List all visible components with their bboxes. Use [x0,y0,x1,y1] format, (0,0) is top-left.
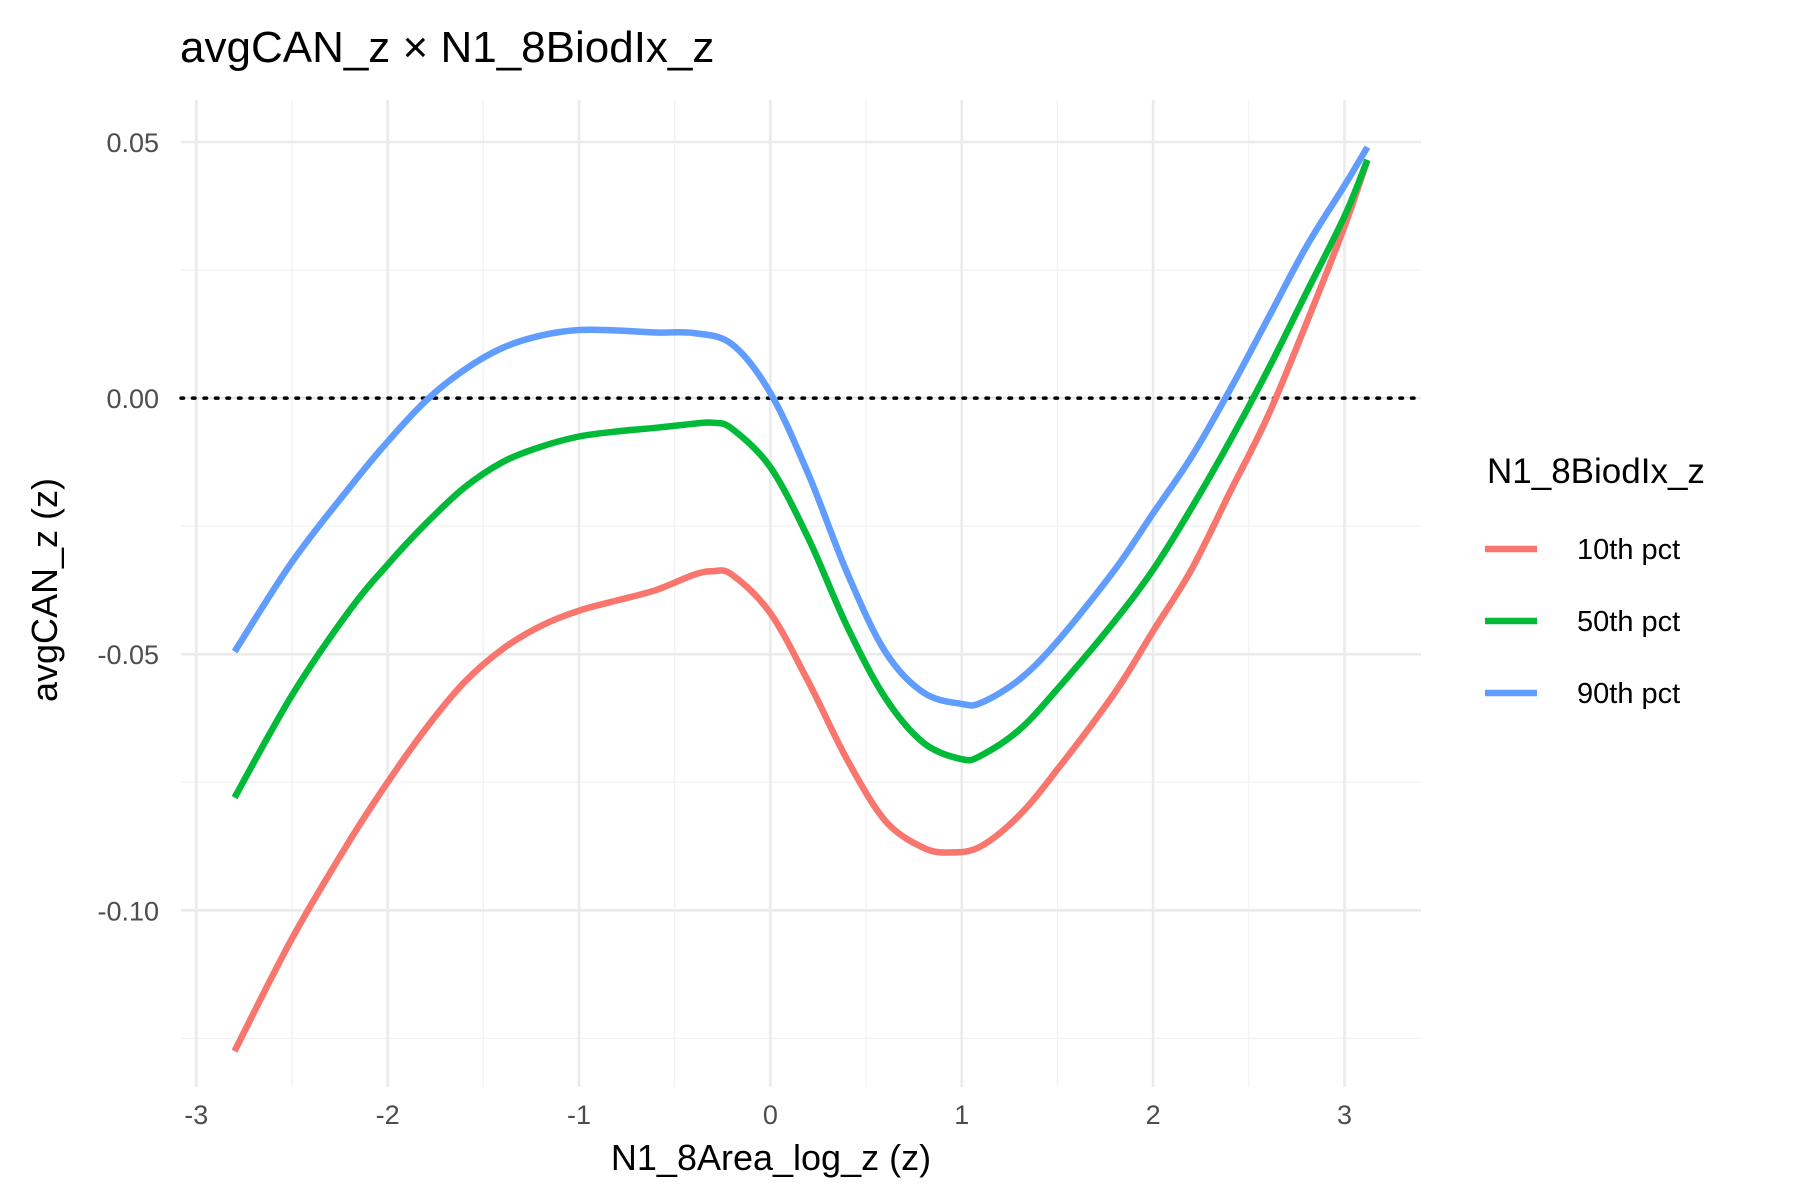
x-axis-title: N1_8Area_log_z (z) [611,1137,931,1178]
legend-title: N1_8BiodIx_z [1487,452,1705,491]
y-axis-title: avgCAN_z (z) [24,478,65,702]
legend-item-50th-pct: 50th pct [1485,606,1680,638]
plot-series [231,145,1371,1053]
series-line-10th-pct [231,158,1371,1053]
chart-title: avgCAN_z × N1_8BiodIx_z [180,23,714,72]
x-tick-label: -1 [567,1100,591,1130]
legend: N1_8BiodIx_z 10th pct 50th pct 90th pct [1485,452,1705,710]
y-axis-tick-labels: -0.10 -0.05 0.00 0.05 [97,128,159,926]
x-tick-label: 0 [763,1100,778,1130]
x-tick-label: -2 [376,1100,400,1130]
x-tick-label: -3 [184,1100,208,1130]
series-line-50th-pct [231,158,1371,800]
x-tick-label: 3 [1337,1100,1352,1130]
y-tick-label: -0.05 [97,640,159,670]
grid-lines [181,100,1421,1087]
legend-label-50th-pct: 50th pct [1577,606,1680,638]
y-tick-label: 0.05 [106,128,159,158]
legend-item-90th-pct: 90th pct [1485,678,1680,710]
legend-label-10th-pct: 10th pct [1577,534,1680,566]
x-tick-label: 2 [1146,1100,1161,1130]
x-tick-label: 1 [954,1100,969,1130]
legend-label-90th-pct: 90th pct [1577,678,1680,710]
y-tick-label: -0.10 [97,896,159,926]
series-line-90th-pct [231,145,1371,709]
legend-entries: 10th pct 50th pct 90th pct [1485,534,1680,710]
y-tick-label: 0.00 [106,384,159,414]
legend-item-10th-pct: 10th pct [1485,534,1680,566]
x-axis-tick-labels: -3 -2 -1 0 1 2 3 [184,1100,1352,1130]
